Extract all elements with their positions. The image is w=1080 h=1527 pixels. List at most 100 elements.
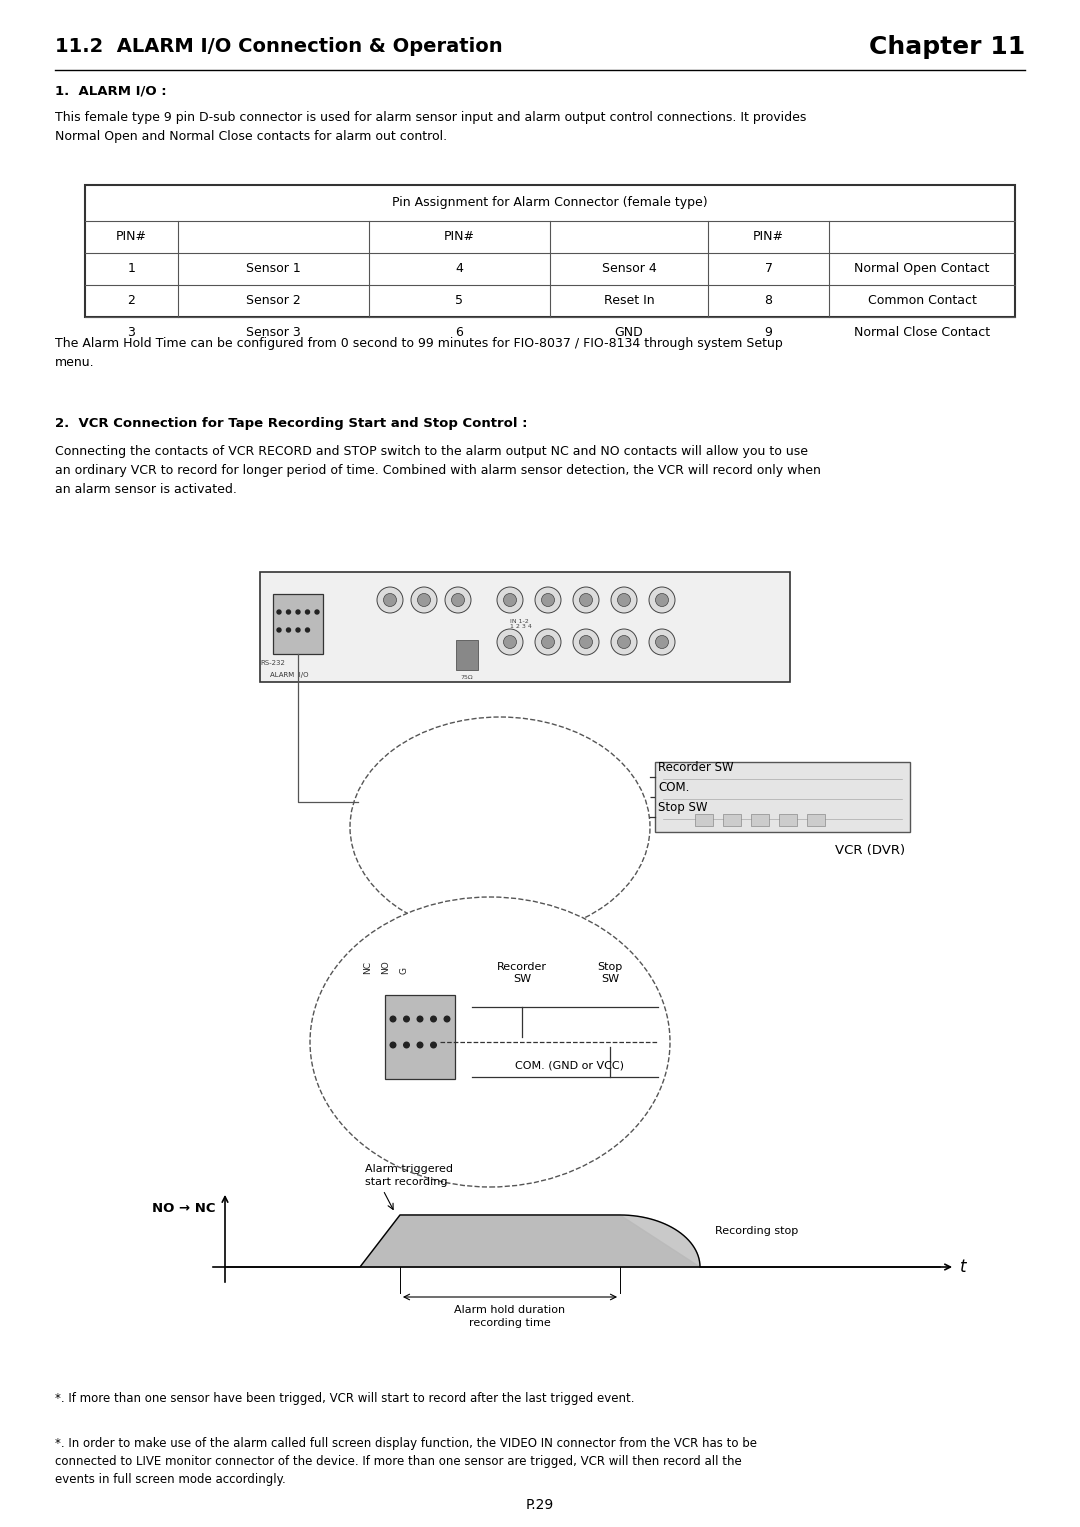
Circle shape	[503, 635, 516, 649]
Circle shape	[404, 1015, 409, 1022]
Circle shape	[618, 594, 631, 606]
Text: 2: 2	[127, 295, 135, 307]
Circle shape	[445, 586, 471, 612]
Text: Sensor 4: Sensor 4	[602, 263, 657, 275]
Text: Sensor 2: Sensor 2	[246, 295, 300, 307]
Text: 2.  VCR Connection for Tape Recording Start and Stop Control :: 2. VCR Connection for Tape Recording Sta…	[55, 417, 527, 431]
Text: 1: 1	[127, 263, 135, 275]
Circle shape	[296, 609, 300, 614]
Polygon shape	[360, 1215, 700, 1267]
Text: *. If more than one sensor have been trigged, VCR will start to record after the: *. If more than one sensor have been tri…	[55, 1393, 635, 1405]
Text: 3: 3	[127, 327, 135, 339]
Circle shape	[296, 628, 300, 632]
Text: NO: NO	[381, 960, 391, 974]
Circle shape	[306, 628, 310, 632]
Bar	[654, 762, 910, 832]
Circle shape	[618, 635, 631, 649]
Circle shape	[649, 586, 675, 612]
Text: Alarm triggered
start recording: Alarm triggered start recording	[365, 1164, 453, 1186]
Text: Connecting the contacts of VCR RECORD and STOP switch to the alarm output NC and: Connecting the contacts of VCR RECORD an…	[55, 444, 821, 496]
Text: PIN#: PIN#	[116, 231, 147, 243]
Text: VCR (DVR): VCR (DVR)	[835, 844, 905, 857]
Bar	[456, 640, 478, 670]
Text: 4: 4	[456, 263, 463, 275]
Circle shape	[580, 594, 593, 606]
Bar	[85, 185, 1015, 318]
Text: GND: GND	[615, 327, 644, 339]
Circle shape	[306, 609, 310, 614]
Text: Alarm hold duration
recording time: Alarm hold duration recording time	[455, 1306, 566, 1328]
Circle shape	[377, 586, 403, 612]
Text: G: G	[400, 967, 408, 974]
Text: 11.2  ALARM I/O Connection & Operation: 11.2 ALARM I/O Connection & Operation	[55, 38, 502, 56]
Circle shape	[390, 1015, 395, 1022]
Text: COM.: COM.	[658, 780, 689, 794]
Circle shape	[411, 586, 437, 612]
Circle shape	[276, 628, 281, 632]
Circle shape	[286, 628, 291, 632]
Ellipse shape	[310, 896, 670, 1186]
Text: Normal Open Contact: Normal Open Contact	[854, 263, 989, 275]
Bar	[723, 814, 741, 826]
Text: *. In order to make use of the alarm called full screen display function, the VI: *. In order to make use of the alarm cal…	[55, 1437, 757, 1486]
Bar	[779, 814, 797, 826]
Text: Recorder SW: Recorder SW	[658, 760, 733, 774]
Bar	[696, 814, 713, 826]
Circle shape	[286, 609, 291, 614]
Circle shape	[649, 629, 675, 655]
Circle shape	[656, 594, 669, 606]
Circle shape	[417, 1015, 422, 1022]
Circle shape	[431, 1043, 436, 1048]
Text: Stop
SW: Stop SW	[597, 962, 623, 983]
Circle shape	[276, 609, 281, 614]
Text: Stop SW: Stop SW	[658, 802, 707, 814]
Circle shape	[315, 609, 319, 614]
Circle shape	[656, 635, 669, 649]
Text: RS-232: RS-232	[260, 660, 285, 666]
Text: PIN#: PIN#	[753, 231, 784, 243]
Bar	[751, 814, 769, 826]
Text: Reset In: Reset In	[604, 295, 654, 307]
Text: NC: NC	[364, 960, 373, 974]
Ellipse shape	[350, 718, 650, 938]
Text: NO → NC: NO → NC	[151, 1202, 215, 1215]
Circle shape	[404, 1043, 409, 1048]
Text: Normal Close Contact: Normal Close Contact	[854, 327, 990, 339]
Text: P.29: P.29	[526, 1498, 554, 1512]
Bar	[384, 996, 455, 1080]
Text: IN 1-2
1 2 3 4: IN 1-2 1 2 3 4	[510, 618, 531, 629]
Polygon shape	[360, 1215, 700, 1267]
Text: t: t	[960, 1258, 967, 1277]
Circle shape	[611, 586, 637, 612]
Text: Sensor 1: Sensor 1	[246, 263, 300, 275]
Circle shape	[390, 1043, 395, 1048]
Circle shape	[418, 594, 431, 606]
Circle shape	[444, 1015, 449, 1022]
Text: Sensor 3: Sensor 3	[246, 327, 300, 339]
Circle shape	[503, 594, 516, 606]
Text: 8: 8	[765, 295, 772, 307]
Text: Chapter 11: Chapter 11	[868, 35, 1025, 60]
Circle shape	[541, 594, 554, 606]
Text: The Alarm Hold Time can be configured from 0 second to 99 minutes for FIO-8037 /: The Alarm Hold Time can be configured fr…	[55, 337, 783, 370]
Bar	[273, 594, 323, 654]
Circle shape	[497, 629, 523, 655]
Circle shape	[451, 594, 464, 606]
Circle shape	[573, 629, 599, 655]
Text: 6: 6	[456, 327, 463, 339]
Circle shape	[535, 586, 561, 612]
Circle shape	[417, 1043, 422, 1048]
Circle shape	[573, 586, 599, 612]
Circle shape	[580, 635, 593, 649]
Text: 1.  ALARM I/O :: 1. ALARM I/O :	[55, 86, 166, 98]
Bar	[807, 814, 825, 826]
Circle shape	[497, 586, 523, 612]
Text: Recorder
SW: Recorder SW	[497, 962, 546, 983]
Circle shape	[535, 629, 561, 655]
Text: This female type 9 pin D-sub connector is used for alarm sensor input and alarm : This female type 9 pin D-sub connector i…	[55, 111, 807, 144]
Text: Common Contact: Common Contact	[867, 295, 976, 307]
Bar	[260, 573, 789, 683]
Text: 5: 5	[456, 295, 463, 307]
Text: 9: 9	[765, 327, 772, 339]
Text: Recording stop: Recording stop	[715, 1226, 798, 1235]
